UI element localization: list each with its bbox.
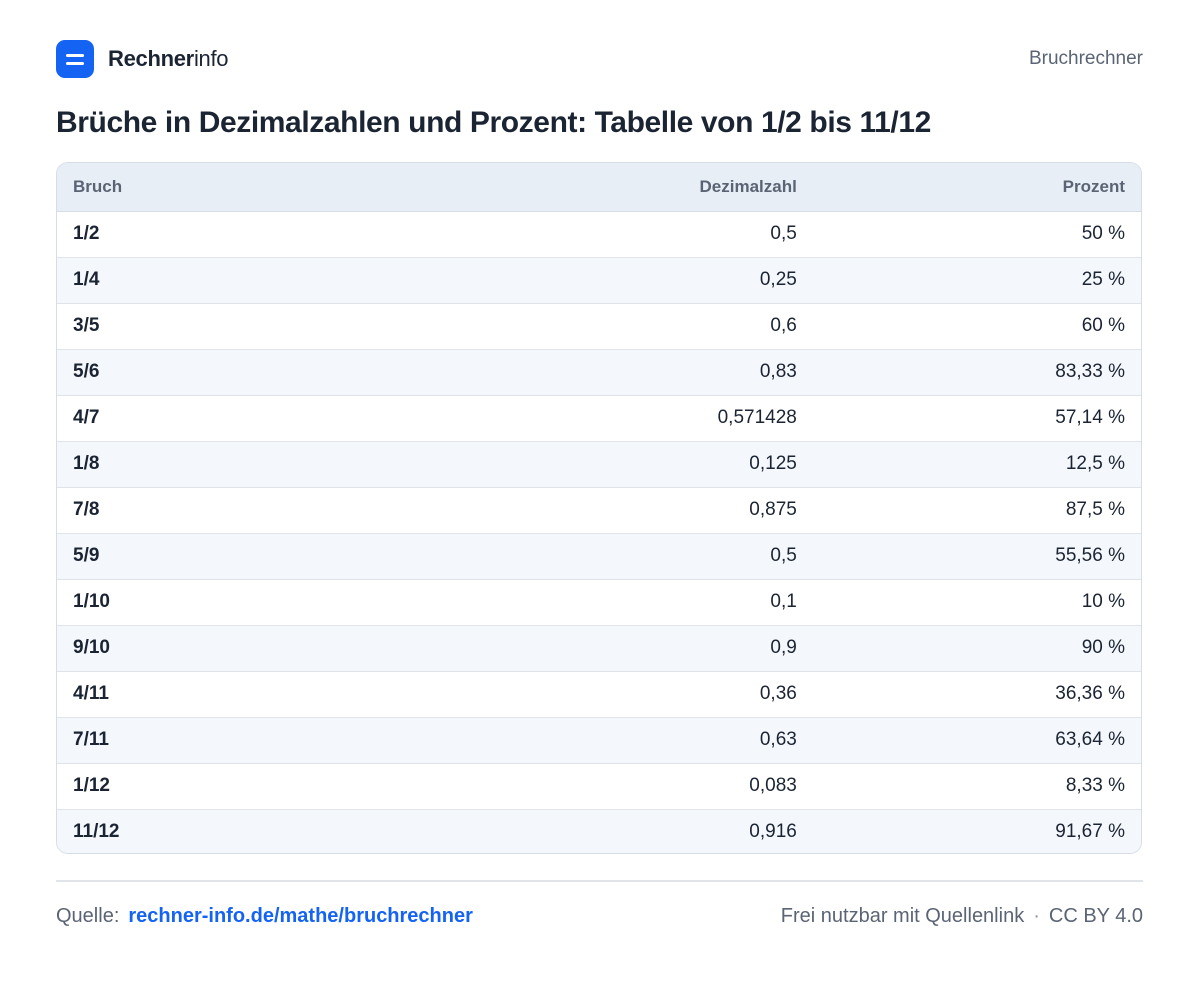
cell-dezimalzahl: 0,36 <box>484 671 813 718</box>
cell-prozent: 63,64 % <box>812 717 1141 764</box>
cell-bruch: 11/12 <box>73 821 120 843</box>
cell-prozent: 12,5 % <box>812 441 1141 488</box>
cell-dezimalzahl: 0,875 <box>484 487 813 534</box>
cell-dezimalzahl: 0,5 <box>484 533 813 580</box>
table-row: 7/11 0,63 63,64 % <box>57 717 1141 764</box>
table-row: 1/2 0,5 50 % <box>57 211 1141 258</box>
cell-bruch: 1/8 <box>57 441 485 488</box>
cell-prozent: 83,33 % <box>812 349 1141 396</box>
usage-text: Frei nutzbar mit Quellenlink <box>780 905 1025 927</box>
nav-link-bruchrechner[interactable]: Bruchrechner <box>1028 48 1143 69</box>
cell-prozent: 57,14 % <box>812 395 1141 442</box>
table-row: 7/8 0,875 87,5 % <box>57 487 1141 534</box>
cell-dezimalzahl: 0,6 <box>484 303 813 350</box>
cell-bruch: 3/5 <box>57 303 485 350</box>
table-row: 4/7 0,571428 57,14 % <box>57 395 1141 442</box>
table-row: 3/5 0,6 60 % <box>57 303 1141 350</box>
cell-bruch: 1/10 <box>57 579 485 626</box>
table-head: Bruch Dezimalzahl Prozent <box>57 163 1141 212</box>
brand-name-light: info <box>193 46 229 71</box>
cell-prozent: 90 % <box>812 625 1141 672</box>
cell-dezimalzahl: 0,083 <box>484 763 813 810</box>
menu-bars-icon <box>56 40 94 78</box>
cell-dezimalzahl: 0,125 <box>484 441 813 488</box>
column-header-bruch: Bruch <box>57 163 485 212</box>
brand-name-strong: Rechner <box>108 46 194 71</box>
cell-dezimalzahl: 0,916 <box>749 821 797 843</box>
cell-dezimalzahl: 0,63 <box>484 717 813 764</box>
footer-divider <box>56 880 1143 882</box>
cell-prozent: 55,56 % <box>812 533 1141 580</box>
table-row: 1/10 0,1 10 % <box>57 579 1141 626</box>
table-row: 11/12 0,916 91,67 % <box>57 809 1141 853</box>
brand-name: Rechnerinfo <box>108 46 229 72</box>
cell-prozent: 91,67 % <box>1055 821 1125 843</box>
brand[interactable]: Rechnerinfo <box>56 40 229 78</box>
cell-dezimalzahl: 0,1 <box>484 579 813 626</box>
source-link[interactable]: rechner-info.de/mathe/bruchrechner <box>128 905 473 927</box>
cell-bruch: 1/4 <box>57 257 485 304</box>
cell-bruch: 4/11 <box>57 671 485 718</box>
cell-prozent: 87,5 % <box>812 487 1141 534</box>
table-row: 1/8 0,125 12,5 % <box>57 441 1141 488</box>
cell-dezimalzahl: 0,9 <box>484 625 813 672</box>
separator: · <box>1033 905 1040 927</box>
cell-prozent: 60 % <box>812 303 1141 350</box>
table-row: 1/12 0,083 8,33 % <box>57 763 1141 810</box>
table-body: 1/2 0,5 50 % 1/4 0,25 25 % 3/5 0,6 60 % 5/6 0,83 83… <box>57 211 1141 853</box>
cell-bruch: 1/12 <box>57 763 485 810</box>
cell-bruch: 4/7 <box>57 395 485 442</box>
fraction-table: Bruch Dezimalzahl Prozent 1/2 0,5 50 % 1/4 0… <box>56 162 1142 854</box>
license-text: CC BY 4.0 <box>1048 905 1143 927</box>
cell-prozent: 36,36 % <box>812 671 1141 718</box>
table-row: 5/6 0,83 83,33 % <box>57 349 1141 396</box>
table-row: 4/11 0,36 36,36 % <box>57 671 1141 718</box>
cell-bruch: 7/11 <box>57 717 485 764</box>
source: Quelle: rechner-info.de/mathe/bruchrechne… <box>56 905 473 928</box>
cell-prozent: 25 % <box>812 257 1141 304</box>
cell-bruch: 5/6 <box>57 349 485 396</box>
table-row: 9/10 0,9 90 % <box>57 625 1141 672</box>
table-row: 5/9 0,5 55,56 % <box>57 533 1141 580</box>
cell-prozent: 10 % <box>812 579 1141 626</box>
cell-prozent: 8,33 % <box>812 763 1141 810</box>
table-header-row: Bruch Dezimalzahl Prozent <box>57 163 1141 212</box>
cell-bruch: 5/9 <box>57 533 485 580</box>
cell-bruch: 7/8 <box>57 487 485 534</box>
table-row: 1/4 0,25 25 % <box>57 257 1141 304</box>
cell-dezimalzahl: 0,5 <box>484 211 813 258</box>
cell-dezimalzahl: 0,571428 <box>484 395 813 442</box>
cell-dezimalzahl: 0,83 <box>484 349 813 396</box>
page-title: Brüche in Dezimalzahlen und Prozent: Tab… <box>56 106 931 139</box>
column-header-dezimalzahl: Dezimalzahl <box>484 163 813 212</box>
column-header-prozent: Prozent <box>812 163 1141 212</box>
cell-dezimalzahl: 0,25 <box>484 257 813 304</box>
table: Bruch Dezimalzahl Prozent 1/2 0,5 50 % 1/4 0… <box>57 163 1141 853</box>
site-header: Rechnerinfo Bruchrechner <box>56 40 1143 78</box>
footer: Quelle: rechner-info.de/mathe/bruchrechne… <box>56 905 1143 928</box>
source-label: Quelle: <box>56 905 120 927</box>
cell-bruch: 1/2 <box>57 211 485 258</box>
cell-bruch: 9/10 <box>57 625 485 672</box>
cell-prozent: 50 % <box>812 211 1141 258</box>
license-info: Frei nutzbar mit Quellenlink · CC BY 4.0 <box>781 905 1143 928</box>
